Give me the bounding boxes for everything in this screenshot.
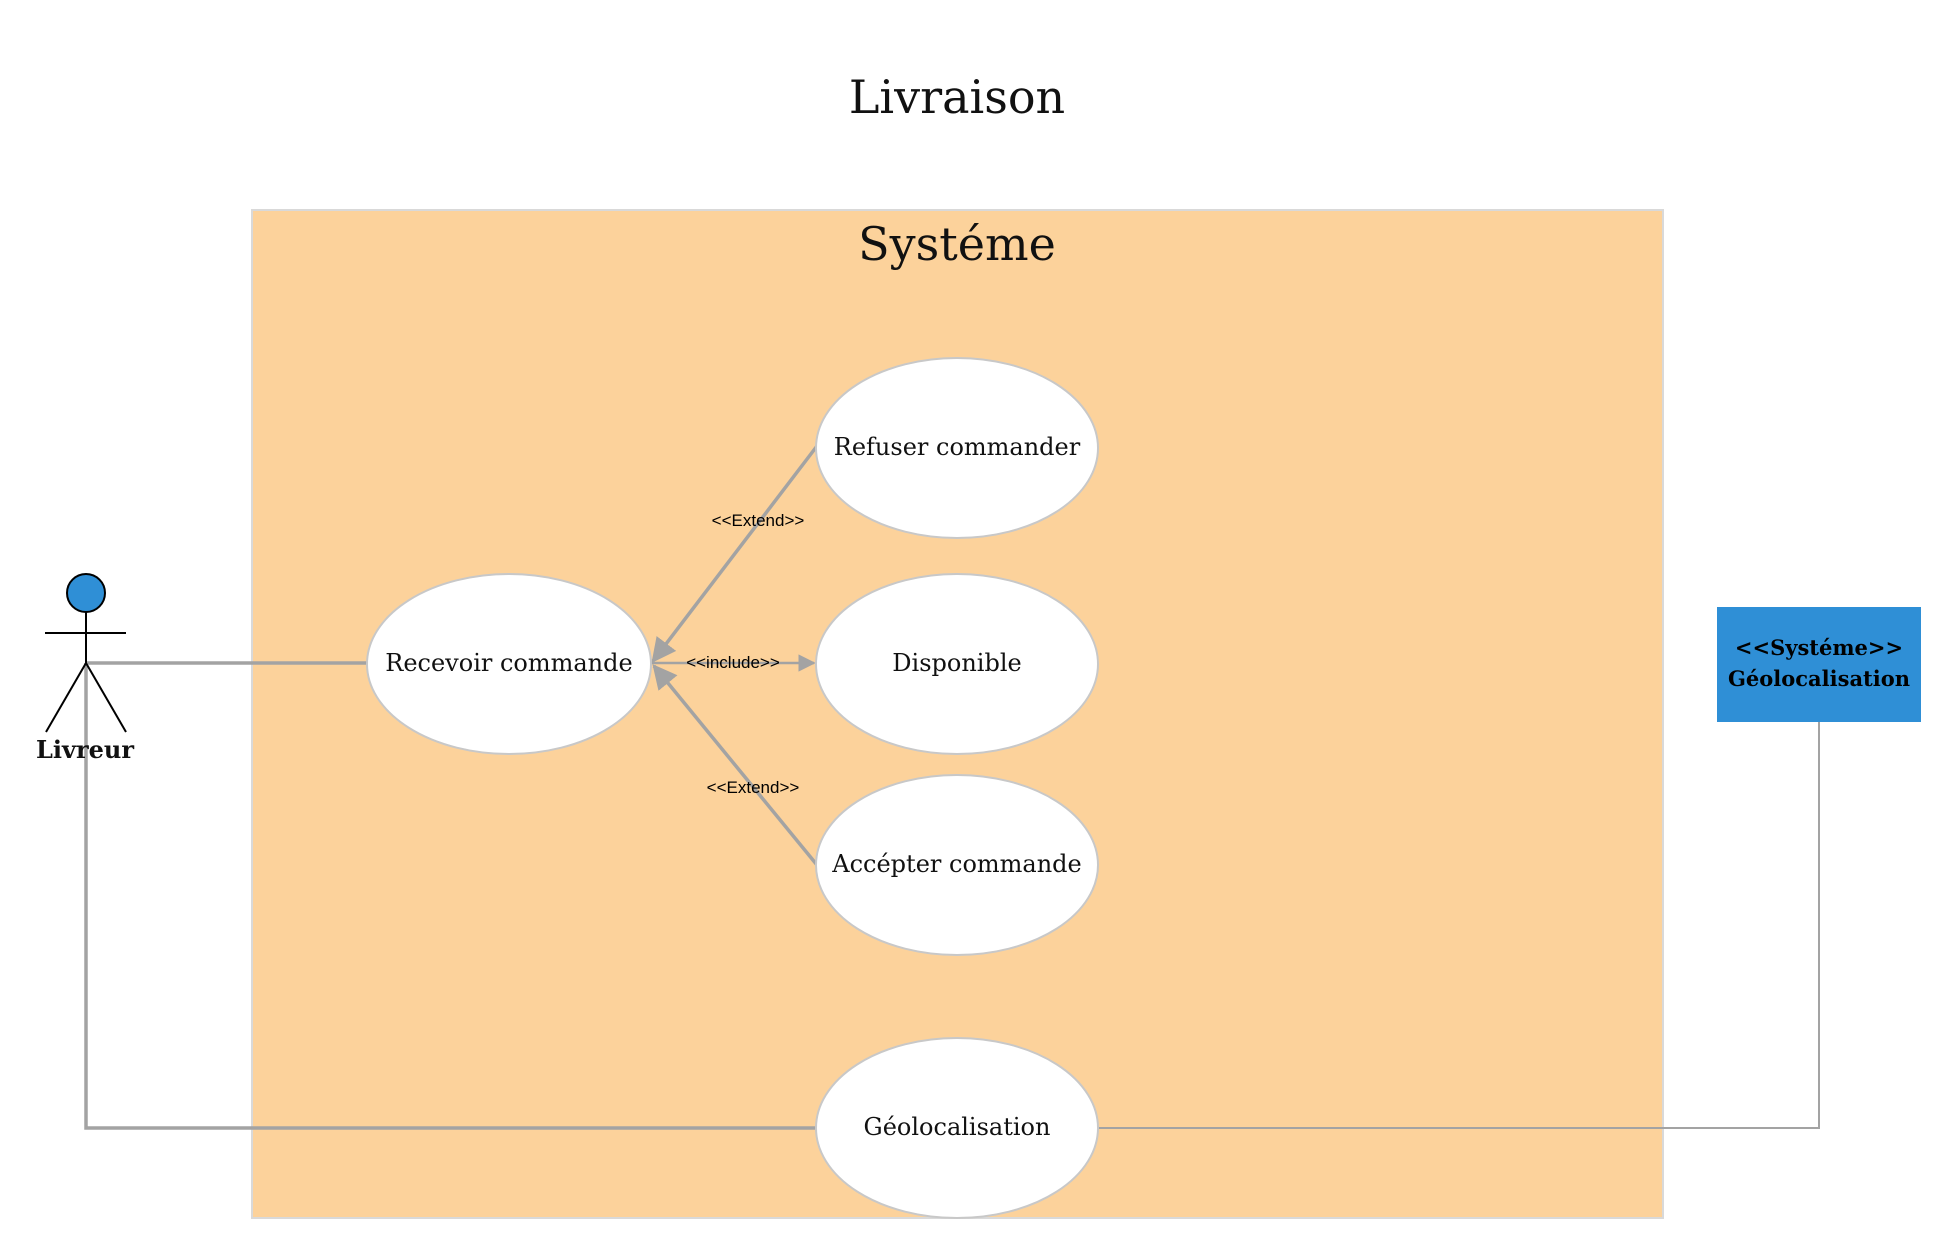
actor-head-icon	[66, 573, 106, 613]
include-label: <<include>>	[686, 653, 780, 672]
actor-right-leg	[85, 662, 127, 733]
external-system-geolocalisation[interactable]: <<Systéme>> Géolocalisation	[1717, 607, 1921, 722]
use-case-accepter-commande[interactable]: Accépter commande	[815, 774, 1099, 956]
extend-top-label: <<Extend>>	[712, 511, 805, 530]
actor-left-leg	[45, 662, 87, 733]
use-case-disponible[interactable]: Disponible	[815, 573, 1099, 755]
actor-to-geolocalisation-connector	[84, 663, 817, 1130]
actor-name: Livreur	[36, 735, 134, 764]
external-system-name: Géolocalisation	[1728, 666, 1910, 691]
use-case-geolocalisation-label: Géolocalisation	[864, 1113, 1051, 1141]
use-case-recevoir-commande-label: Recevoir commande	[385, 649, 632, 677]
external-system-stereotype: <<Systéme>>	[1735, 635, 1903, 660]
use-case-refuser-commander-label: Refuser commander	[834, 433, 1081, 461]
use-case-accepter-commande-label: Accépter commande	[831, 850, 1081, 878]
use-case-recevoir-commande[interactable]: Recevoir commande	[366, 573, 652, 755]
diagram-title: Livraison	[849, 70, 1065, 124]
actor-livreur[interactable]: Livreur	[36, 573, 134, 764]
geolocalisation-to-external-connector	[1097, 721, 1820, 1129]
extend-bottom-label: <<Extend>>	[707, 778, 800, 797]
extend-bottom-arrow	[652, 664, 819, 867]
extend-top-arrow	[651, 444, 819, 663]
use-case-disponible-label: Disponible	[892, 649, 1021, 677]
use-case-refuser-commander[interactable]: Refuser commander	[815, 357, 1099, 539]
use-case-geolocalisation[interactable]: Géolocalisation	[815, 1037, 1099, 1219]
system-boundary-label: Systéme	[858, 217, 1056, 271]
